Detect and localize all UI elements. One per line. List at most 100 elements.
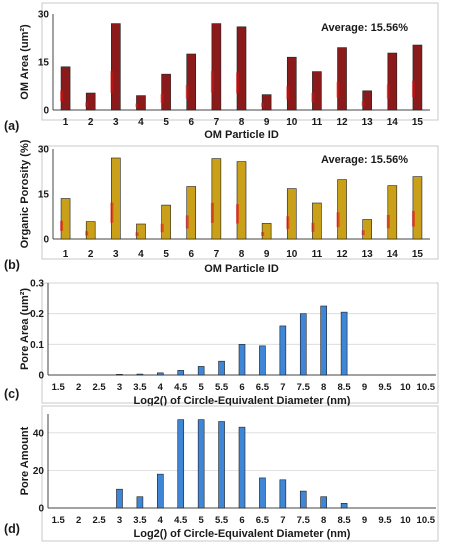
bar [177,370,185,376]
bar [286,188,297,240]
bar [111,157,121,240]
x-tick-label: 3 [113,249,119,260]
x-tick-label: 10 [286,249,298,260]
bar-highlight [85,102,89,107]
bar [60,66,71,111]
x-tick-label: 2 [76,515,81,526]
panel-frame [41,2,439,121]
x-tick-label: 5 [163,249,169,260]
bar [259,345,266,376]
bar [136,373,144,376]
x-tick-label: 9 [362,382,367,393]
bar [85,221,96,240]
bar [299,313,307,376]
bar [136,496,144,509]
x-tick-label: 8 [239,117,245,128]
bar [412,44,423,111]
x-tick-label: 6 [239,515,244,526]
bar-highlight [185,215,189,229]
bar [186,186,197,240]
bar [337,47,347,111]
bar [136,223,146,240]
bar-highlight [60,220,64,231]
x-tick-label: 3 [117,382,122,393]
bar-highlight [261,231,265,236]
x-tick-label: 10 [400,515,411,526]
bar [387,52,398,111]
bar [218,421,225,509]
x-tick-label: 3 [113,117,119,128]
y-tick-label: 0 [43,106,49,117]
bar-highlight [386,214,390,229]
bar [211,158,222,240]
bar-highlight [160,93,164,103]
bar-highlight [386,84,390,99]
bar-highlight [236,72,239,94]
x-tick-label: 7 [214,249,220,260]
x-tick-label: 8 [239,249,245,260]
x-tick-label: 15 [412,117,424,128]
y-tick-label: 0.1 [30,340,44,351]
panel-frame [41,405,439,542]
x-tick-label: 8 [321,382,326,393]
average-annotation: Average: 15.56% [321,22,408,34]
bar-highlight [110,71,114,93]
bar [340,502,348,509]
x-tick-label: 1 [63,117,69,128]
x-tick-label: 6 [188,249,194,260]
x-tick-label: 9.5 [378,382,392,393]
bar [116,374,123,376]
bar [161,73,171,111]
bar [116,488,123,509]
x-tick-label: 14 [387,249,399,260]
panel-label: (d) [4,522,20,536]
x-tick-label: 8.5 [337,382,351,393]
bar-highlight [361,101,365,107]
bar [238,344,246,376]
x-tick-label: 2.5 [92,382,106,393]
x-tick-label: 2 [76,382,81,393]
x-tick-label: 1 [63,249,69,260]
x-tick-label: 14 [387,117,399,128]
bar-highlight [85,231,89,236]
x-tick-label: 7 [214,117,220,128]
x-tick-label: 2 [88,117,94,128]
bar [279,325,287,376]
panel-label: (a) [4,119,19,133]
x-tick-label: 12 [336,249,348,260]
bar-highlight [286,86,290,100]
bar-highlight [311,222,315,232]
y-tick-label: 15 [38,190,50,201]
bar [60,198,71,240]
x-tick-label: 10 [286,117,298,128]
x-tick-label: 13 [362,117,374,128]
bar [236,26,247,111]
bar [197,419,205,509]
x-tick-label: 10 [400,382,411,393]
bar [157,372,164,376]
bar [320,305,327,376]
bar [286,56,297,111]
bar-highlight [110,202,114,223]
bar [320,496,327,509]
x-tick-label: 15 [412,249,424,260]
bar-highlight [361,230,365,236]
y-tick-label: 0.2 [30,309,44,320]
bar-highlight [210,202,214,223]
x-tick-label: 2.5 [92,515,106,526]
bar-highlight [336,81,340,98]
x-tick-label: 8 [321,515,326,526]
bar [362,219,372,240]
bar-highlight [135,103,139,108]
y-tick-label: 15 [38,58,50,69]
x-tick-label: 4 [158,382,164,393]
bar-highlight [336,212,340,228]
y-tick-label: 30 [38,10,50,21]
x-tick-label: 9 [362,515,367,526]
x-axis-title: OM Particle ID [204,129,279,141]
bar [340,311,348,376]
x-axis-title: OM Particle ID [204,263,279,275]
x-tick-label: 5 [163,117,169,128]
bar [177,419,185,509]
